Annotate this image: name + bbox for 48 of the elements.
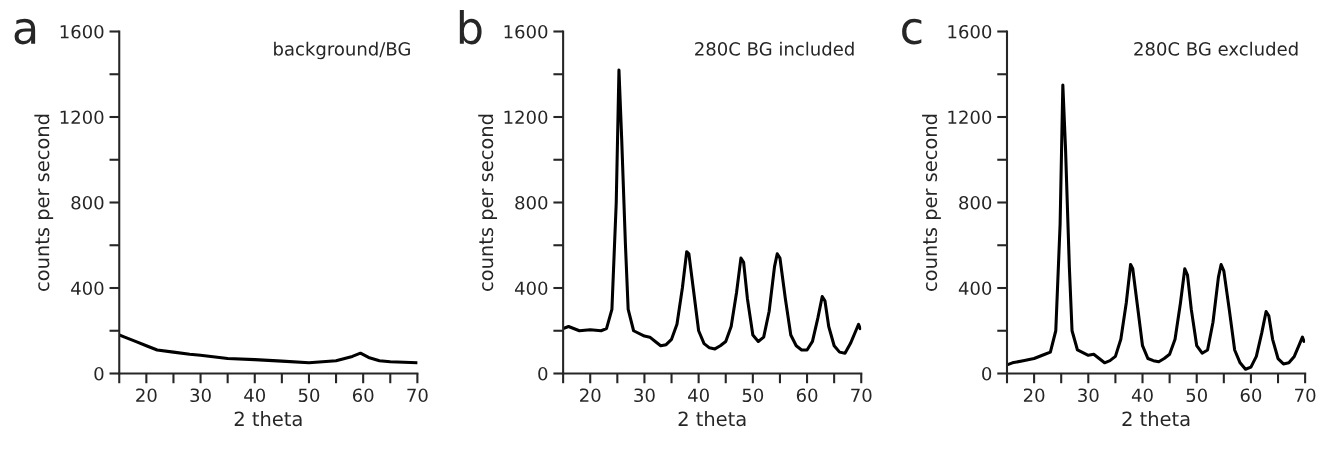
y-tick-label: 400 <box>958 281 992 296</box>
x-tick-label: 70 <box>851 388 872 403</box>
x-tick-label: 30 <box>190 388 211 403</box>
x-tick-label: 20 <box>136 388 157 403</box>
x-tick-label: 40 <box>244 388 266 403</box>
x-tick-label: 20 <box>1023 388 1045 403</box>
y-tick-label: 1600 <box>948 24 992 39</box>
x-axis-title: 2 theta <box>678 411 746 427</box>
y-axis-title: counts per second <box>478 114 498 291</box>
y-tick-label: 400 <box>514 281 548 296</box>
y-tick-label: 1200 <box>504 110 548 125</box>
x-axis-title: 2 theta <box>234 411 302 427</box>
x-tick-label: 40 <box>1131 388 1153 403</box>
annotation: 280C BG excluded <box>1134 41 1298 56</box>
x-tick-label: 20 <box>580 388 601 403</box>
annotation: background/BG <box>274 41 410 60</box>
x-tick-label: 50 <box>742 388 764 403</box>
y-tick-label: 400 <box>71 281 104 296</box>
x-tick-label: 70 <box>407 388 428 403</box>
x-axis-title: 2 theta <box>1122 411 1190 427</box>
x-tick-label: 40 <box>688 388 709 403</box>
line-series <box>563 68 862 355</box>
x-tick-label: 50 <box>298 388 320 403</box>
y-tick-label: 1200 <box>948 110 992 125</box>
y-axis-title: counts per second <box>34 114 54 291</box>
chart-title: c <box>902 18 922 45</box>
y-tick-label: 1600 <box>60 24 104 39</box>
y-axis-title: counts per second <box>922 114 941 291</box>
y-tick-label: 1200 <box>60 110 104 125</box>
annotation: 280C BG included <box>695 41 854 56</box>
y-tick-label: 0 <box>538 366 548 381</box>
y-tick-label: 800 <box>515 195 548 210</box>
x-tick-label: 50 <box>1186 388 1207 403</box>
line-series <box>119 333 418 365</box>
line-series <box>1007 83 1306 371</box>
x-tick-label: 60 <box>796 388 818 403</box>
x-tick-label: 60 <box>352 388 374 403</box>
y-tick-label: 800 <box>959 195 992 210</box>
x-tick-label: 70 <box>1295 388 1316 403</box>
x-tick-label: 30 <box>634 388 655 403</box>
y-tick-label: 800 <box>71 195 104 210</box>
y-tick-label: 0 <box>94 366 104 381</box>
x-tick-label: 60 <box>1240 388 1262 403</box>
x-tick-label: 30 <box>1078 388 1099 403</box>
y-tick-label: 0 <box>982 366 992 381</box>
chart-title: a <box>14 18 36 45</box>
chart-title: b <box>459 9 482 45</box>
y-tick-label: 1600 <box>504 24 548 39</box>
